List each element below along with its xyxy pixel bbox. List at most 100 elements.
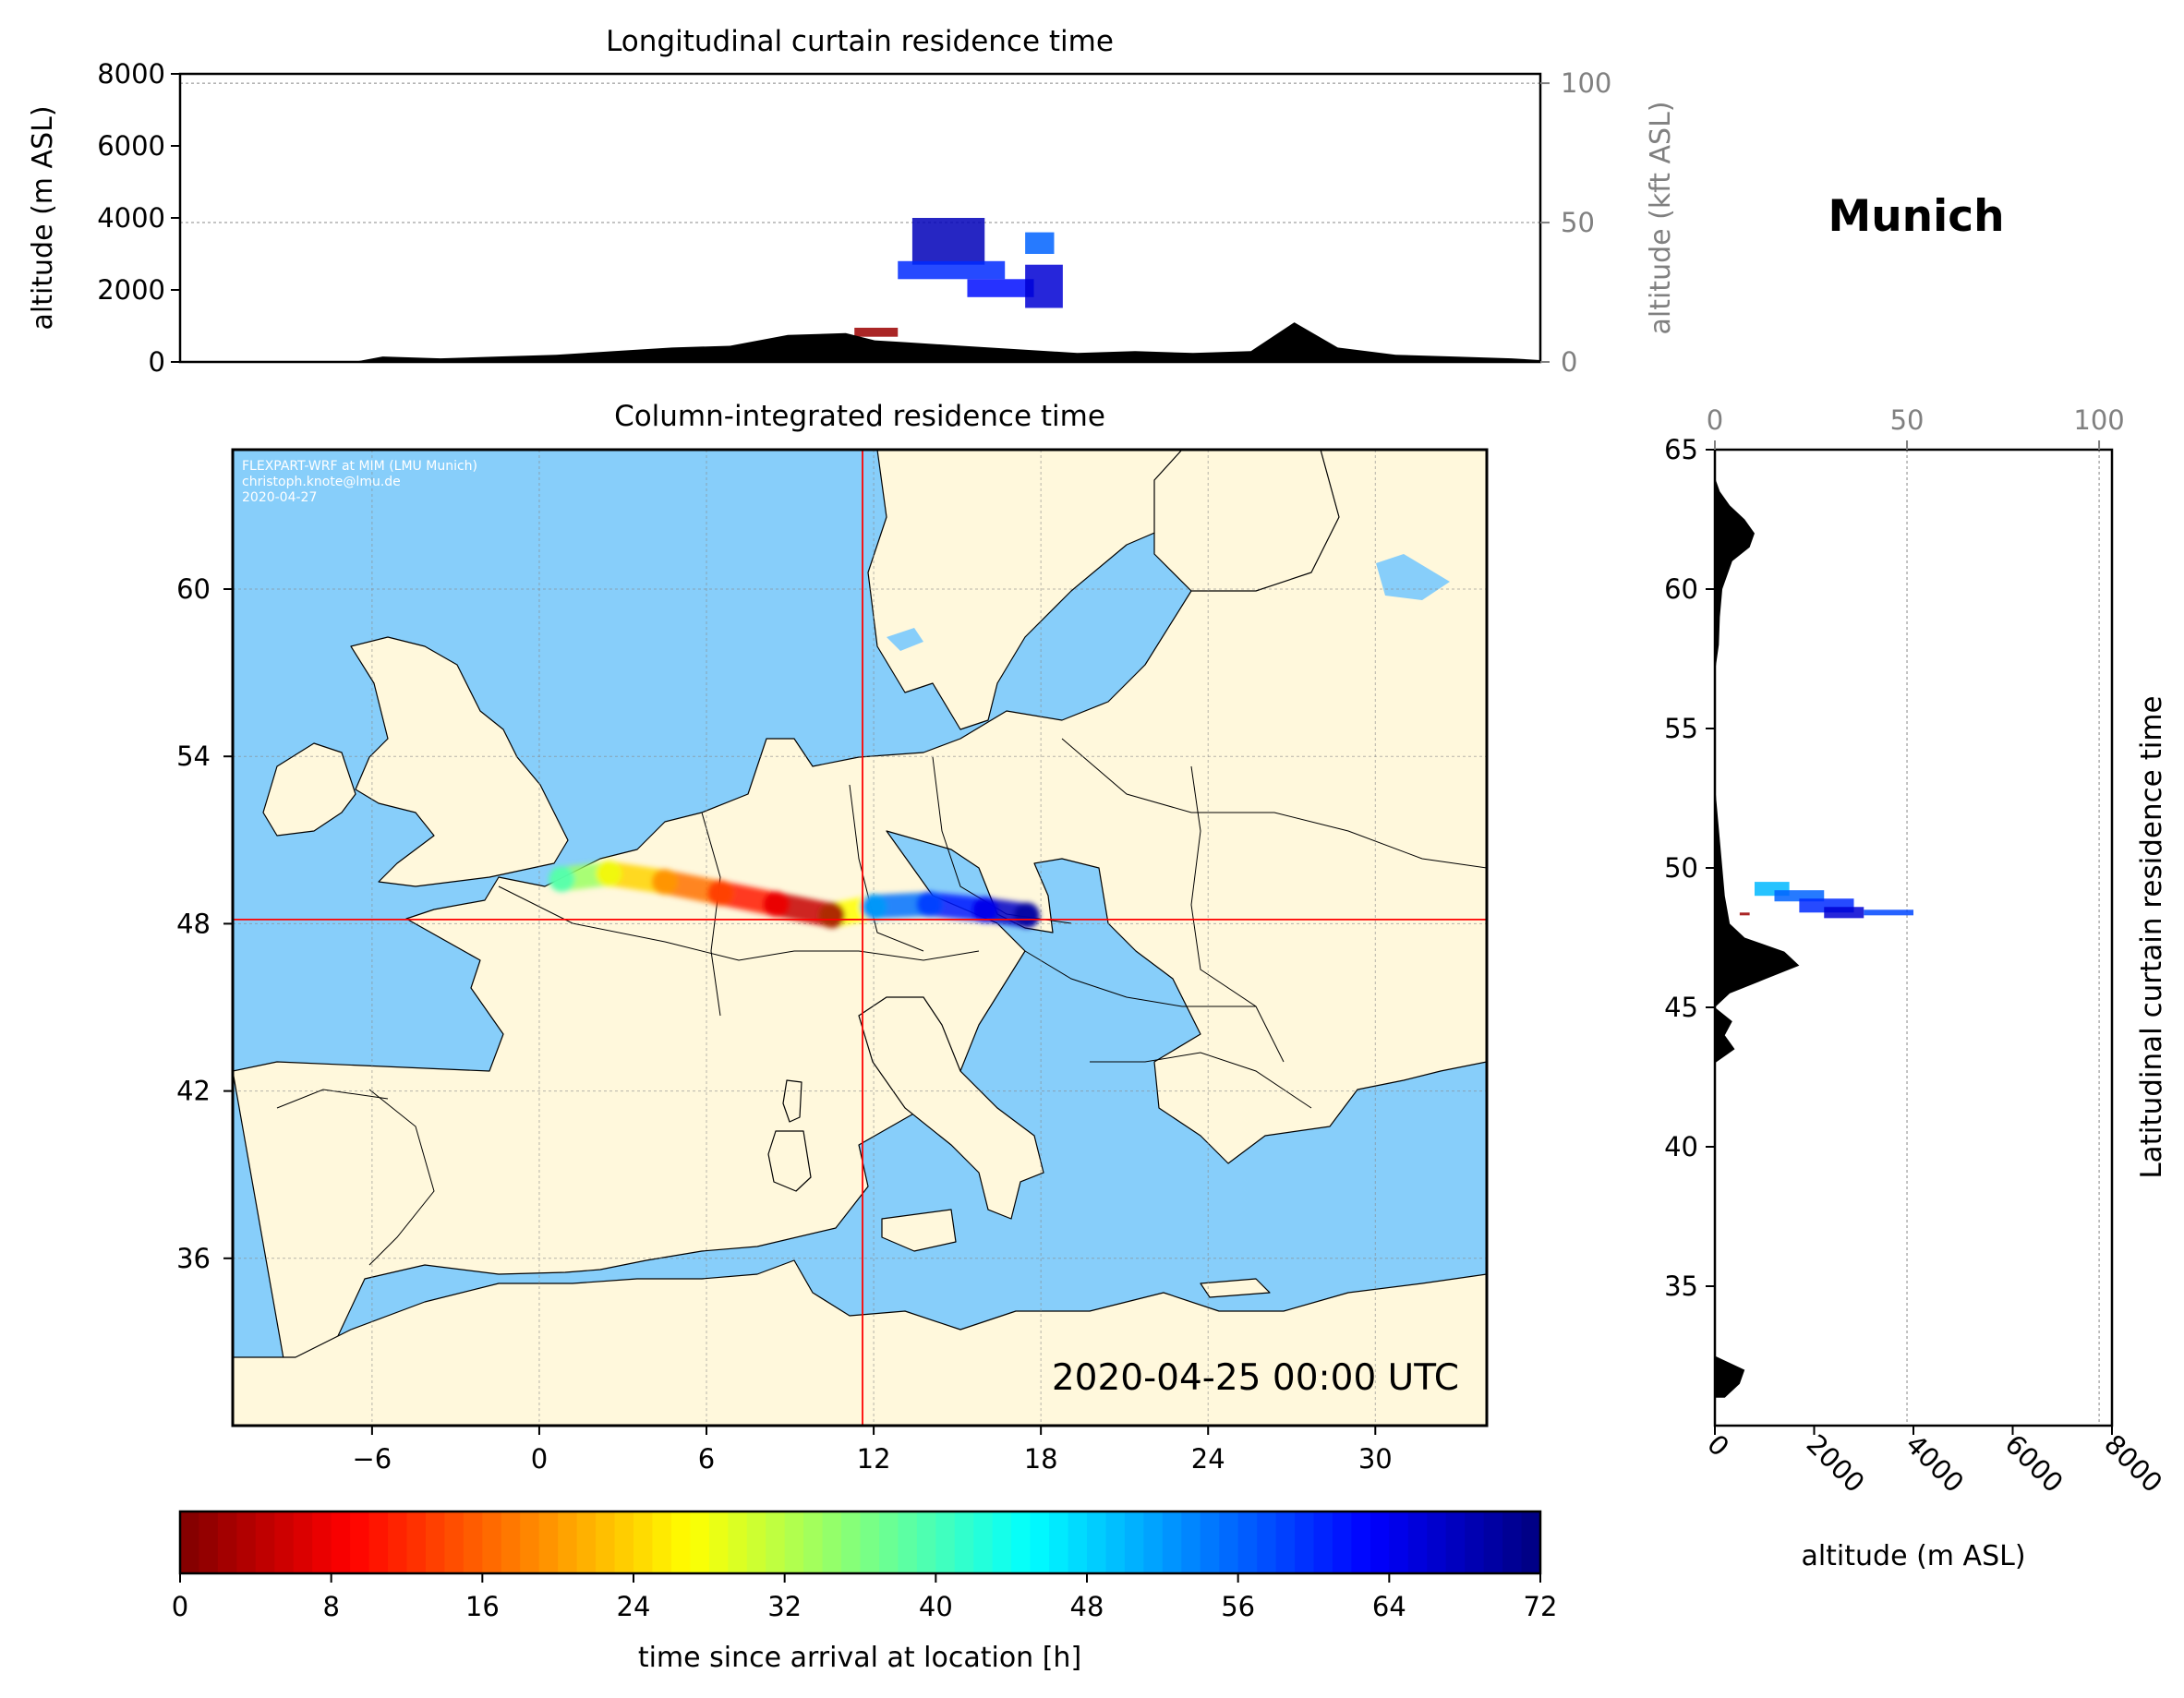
map-xtick-label: −6: [353, 1443, 392, 1475]
map-credit: FLEXPART-WRF at MIM (LMU Munich) christo…: [242, 459, 477, 505]
colorbar-cell: [898, 1511, 918, 1573]
colorbar-cell: [180, 1511, 200, 1573]
map-crosshair: [233, 450, 1487, 1426]
map-frame: [231, 448, 1489, 1427]
colorbar-cell: [444, 1511, 465, 1573]
map-plume-point: [1014, 902, 1041, 929]
lon-ytick-right-label: 0: [1561, 346, 1577, 378]
colorbar-cell: [766, 1511, 786, 1573]
lon-plume-cell: [898, 260, 1006, 280]
colorbar-cell: [1049, 1511, 1069, 1573]
colorbar-cell: [331, 1511, 351, 1573]
lon-ytick-label: 8000: [97, 58, 165, 90]
colorbar-cell: [860, 1511, 880, 1573]
colorbar-cell: [1275, 1511, 1296, 1573]
lat-plume-cell: [1739, 912, 1750, 916]
colorbar-cell: [1181, 1511, 1201, 1573]
lat-xtick-label: 8000: [2098, 1428, 2168, 1499]
credit-line-3: 2020-04-27: [242, 490, 317, 505]
colorbar-cell: [1313, 1511, 1333, 1573]
colorbar-cell: [992, 1511, 1012, 1573]
colorbar-cell: [1124, 1511, 1144, 1573]
land-sardinia: [767, 1130, 812, 1192]
land-africa: [233, 1259, 1487, 1426]
map-ytick-label: 48: [176, 908, 211, 939]
land-finland: [1153, 450, 1340, 592]
map-y-ticks: 36 42 48 54 60: [176, 573, 233, 1274]
colorbar-cell: [728, 1511, 748, 1573]
colorbar-cell: [596, 1511, 616, 1573]
colorbar: 0 8 16 24 32 40 48 56 64 72 time since arrival at…: [172, 1510, 1557, 1674]
lat-ytick-label: 45: [1664, 992, 1698, 1023]
colorbar-cell: [1370, 1511, 1390, 1573]
colorbar-cell: [236, 1511, 257, 1573]
lat-xtick-top-label: 50: [1890, 404, 1925, 436]
latitudinal-x-ticks: 0 2000 4000 6000 8000: [1701, 1426, 2168, 1499]
colorbar-cell: [312, 1511, 332, 1573]
colorbar-cell: [1351, 1511, 1371, 1573]
colorbar-cell: [217, 1511, 237, 1573]
colorbar-cell: [520, 1511, 540, 1573]
map-x-ticks: −6 0 6 12 18 24 30: [353, 1426, 1393, 1475]
map-borders: [276, 738, 1487, 1266]
colorbar-cell: [576, 1511, 597, 1573]
longitudinal-ylabel-right: altitude (kft ASL): [1645, 101, 1677, 334]
latitudinal-background: [1715, 450, 2112, 1426]
map-grid: [233, 450, 1487, 1426]
colorbar-cell: [425, 1511, 446, 1573]
colorbar-cell: [501, 1511, 521, 1573]
colorbar-cell: [368, 1511, 389, 1573]
map-plume-point: [763, 891, 790, 918]
map-plume-point: [707, 880, 734, 907]
colorbar-tick-label: 16: [465, 1591, 500, 1622]
lat-ytick-label: 55: [1664, 713, 1698, 744]
latitudinal-plume: [1739, 882, 1913, 919]
colorbar-tick-label: 8: [322, 1591, 339, 1622]
colorbar-cell: [822, 1511, 842, 1573]
lon-ytick-label: 6000: [97, 130, 165, 162]
colorbar-cell: [1445, 1511, 1466, 1573]
map-plume-point: [861, 894, 887, 921]
longitudinal-y-ticks: 0 2000 4000 6000 8000: [97, 58, 180, 378]
lat-plume-cell: [1864, 909, 1913, 916]
lon-plume-cell: [967, 279, 1034, 297]
longitudinal-ylabel: altitude (m ASL): [27, 105, 59, 330]
colorbar-ticks: 0 8 16 24 32 40 48 56 64 72: [172, 1573, 1557, 1622]
map-timestamp: 2020-04-25 00:00 UTC: [1052, 1357, 1459, 1399]
colorbar-cell: [1030, 1511, 1050, 1573]
lat-xtick-label: 4000: [1900, 1428, 1970, 1499]
colorbar-cell: [1068, 1511, 1088, 1573]
colorbar-cell: [482, 1511, 502, 1573]
colorbar-cell: [746, 1511, 766, 1573]
colorbar-cell: [255, 1511, 275, 1573]
lat-xtick-label: 6000: [1999, 1428, 2069, 1499]
latitudinal-x-ticks-top: 0 50 100: [1707, 404, 2125, 450]
colorbar-tick-label: 40: [919, 1591, 953, 1622]
colorbar-cell: [670, 1511, 691, 1573]
credit-line-1: FLEXPART-WRF at MIM (LMU Munich): [242, 459, 477, 474]
colorbar-cells: [180, 1511, 1541, 1573]
land-sicily: [881, 1209, 957, 1252]
colorbar-cell: [614, 1511, 634, 1573]
colorbar-cell: [1237, 1511, 1258, 1573]
land-ireland: [262, 742, 356, 837]
colorbar-cell: [916, 1511, 936, 1573]
lat-ytick-label: 60: [1664, 573, 1698, 605]
colorbar-cell: [1105, 1511, 1126, 1573]
colorbar-cell: [293, 1511, 313, 1573]
lon-ytick-label: 2000: [97, 274, 165, 306]
colorbar-tick-label: 24: [617, 1591, 651, 1622]
map-plume-point: [651, 869, 678, 896]
colorbar-cell: [1427, 1511, 1447, 1573]
latitudinal-terrain: [1715, 477, 1800, 1398]
colorbar-cell: [274, 1511, 295, 1573]
lat-xtick-label: 0: [1701, 1428, 1735, 1463]
lat-ytick-label: 65: [1664, 434, 1698, 465]
map-title: Column-integrated residence time: [614, 400, 1105, 433]
land-britain: [350, 636, 569, 887]
lon-ytick-label: 0: [149, 346, 165, 378]
colorbar-cell: [633, 1511, 654, 1573]
map-ytick-label: 60: [176, 573, 211, 605]
colorbar-cell: [350, 1511, 370, 1573]
